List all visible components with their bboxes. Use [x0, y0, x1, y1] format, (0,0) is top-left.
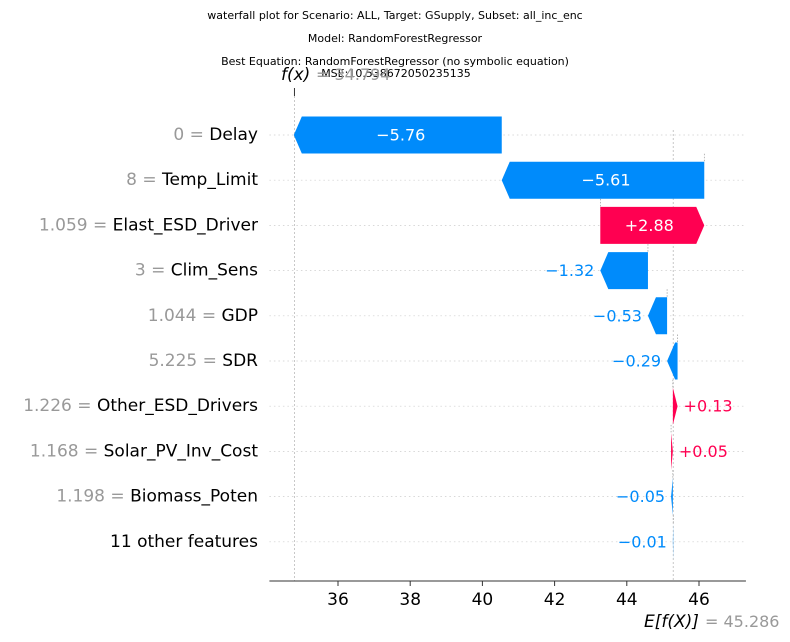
bar-value-label: +0.13	[684, 397, 733, 416]
base-label: E[f(X)]	[644, 612, 699, 632]
waterfall-bar	[671, 478, 673, 516]
x-tick-label: 38	[399, 590, 421, 610]
feature-label: 11 other features	[110, 532, 258, 552]
plot-area: −5.76 0 = Delay −5.61 8 = Temp_Limit +2.88 1.…	[23, 88, 746, 610]
feature-label: 1.226 = Other_ESD_Drivers	[23, 396, 258, 416]
feature-label: 1.168 = Solar_PV_Inv_Cost	[30, 441, 258, 461]
feature-label: 1.198 = Biomass_Poten	[56, 487, 258, 507]
feature-label: 1.059 = Elast_ESD_Driver	[39, 215, 258, 235]
base-value: = 45.286	[705, 612, 779, 631]
fx-label: f(x)	[281, 65, 310, 85]
feature-label: 5.225 = SDR	[149, 351, 259, 371]
bar-value-label: −1.32	[545, 261, 594, 280]
bar-value-label: −0.01	[618, 532, 667, 551]
waterfall-bar	[600, 206, 705, 244]
bar-value-label: −0.05	[616, 487, 665, 506]
x-tick-label: 40	[472, 590, 494, 610]
waterfall-bar	[667, 342, 678, 380]
chart-title-line-4: MSE:10.538672050235135	[321, 67, 471, 80]
waterfall-bar	[293, 116, 502, 154]
x-tick-label: 42	[544, 590, 566, 610]
fx-value: = 34.794	[316, 65, 390, 84]
bar-value-label: +0.05	[679, 442, 728, 461]
bar-value-label: −5.61	[581, 171, 630, 190]
waterfall-bar	[671, 432, 673, 470]
x-tick-label: 46	[688, 590, 710, 610]
feature-label: 3 = Clim_Sens	[135, 261, 258, 281]
waterfall-bar	[647, 297, 668, 335]
x-tick-label: 36	[327, 590, 349, 610]
chart-title-line-3: Best Equation: RandomForestRegressor (no…	[221, 55, 569, 68]
x-tick-label: 44	[616, 590, 638, 610]
chart-title-line-2: Model: RandomForestRegressor	[308, 32, 483, 45]
waterfall-bar	[501, 161, 705, 199]
chart-title-line-1: waterfall plot for Scenario: ALL, Target…	[207, 9, 582, 22]
bar-value-label: −0.29	[612, 352, 661, 371]
feature-label: 8 = Temp_Limit	[126, 170, 258, 190]
bar-value-label: −0.53	[593, 306, 642, 325]
feature-label: 0 = Delay	[173, 125, 258, 145]
waterfall-bar	[600, 252, 648, 290]
waterfall-bar	[672, 387, 678, 425]
feature-label: 1.044 = GDP	[148, 306, 258, 326]
bar-value-label: +2.88	[625, 216, 674, 235]
bar-value-label: −5.76	[376, 126, 425, 145]
